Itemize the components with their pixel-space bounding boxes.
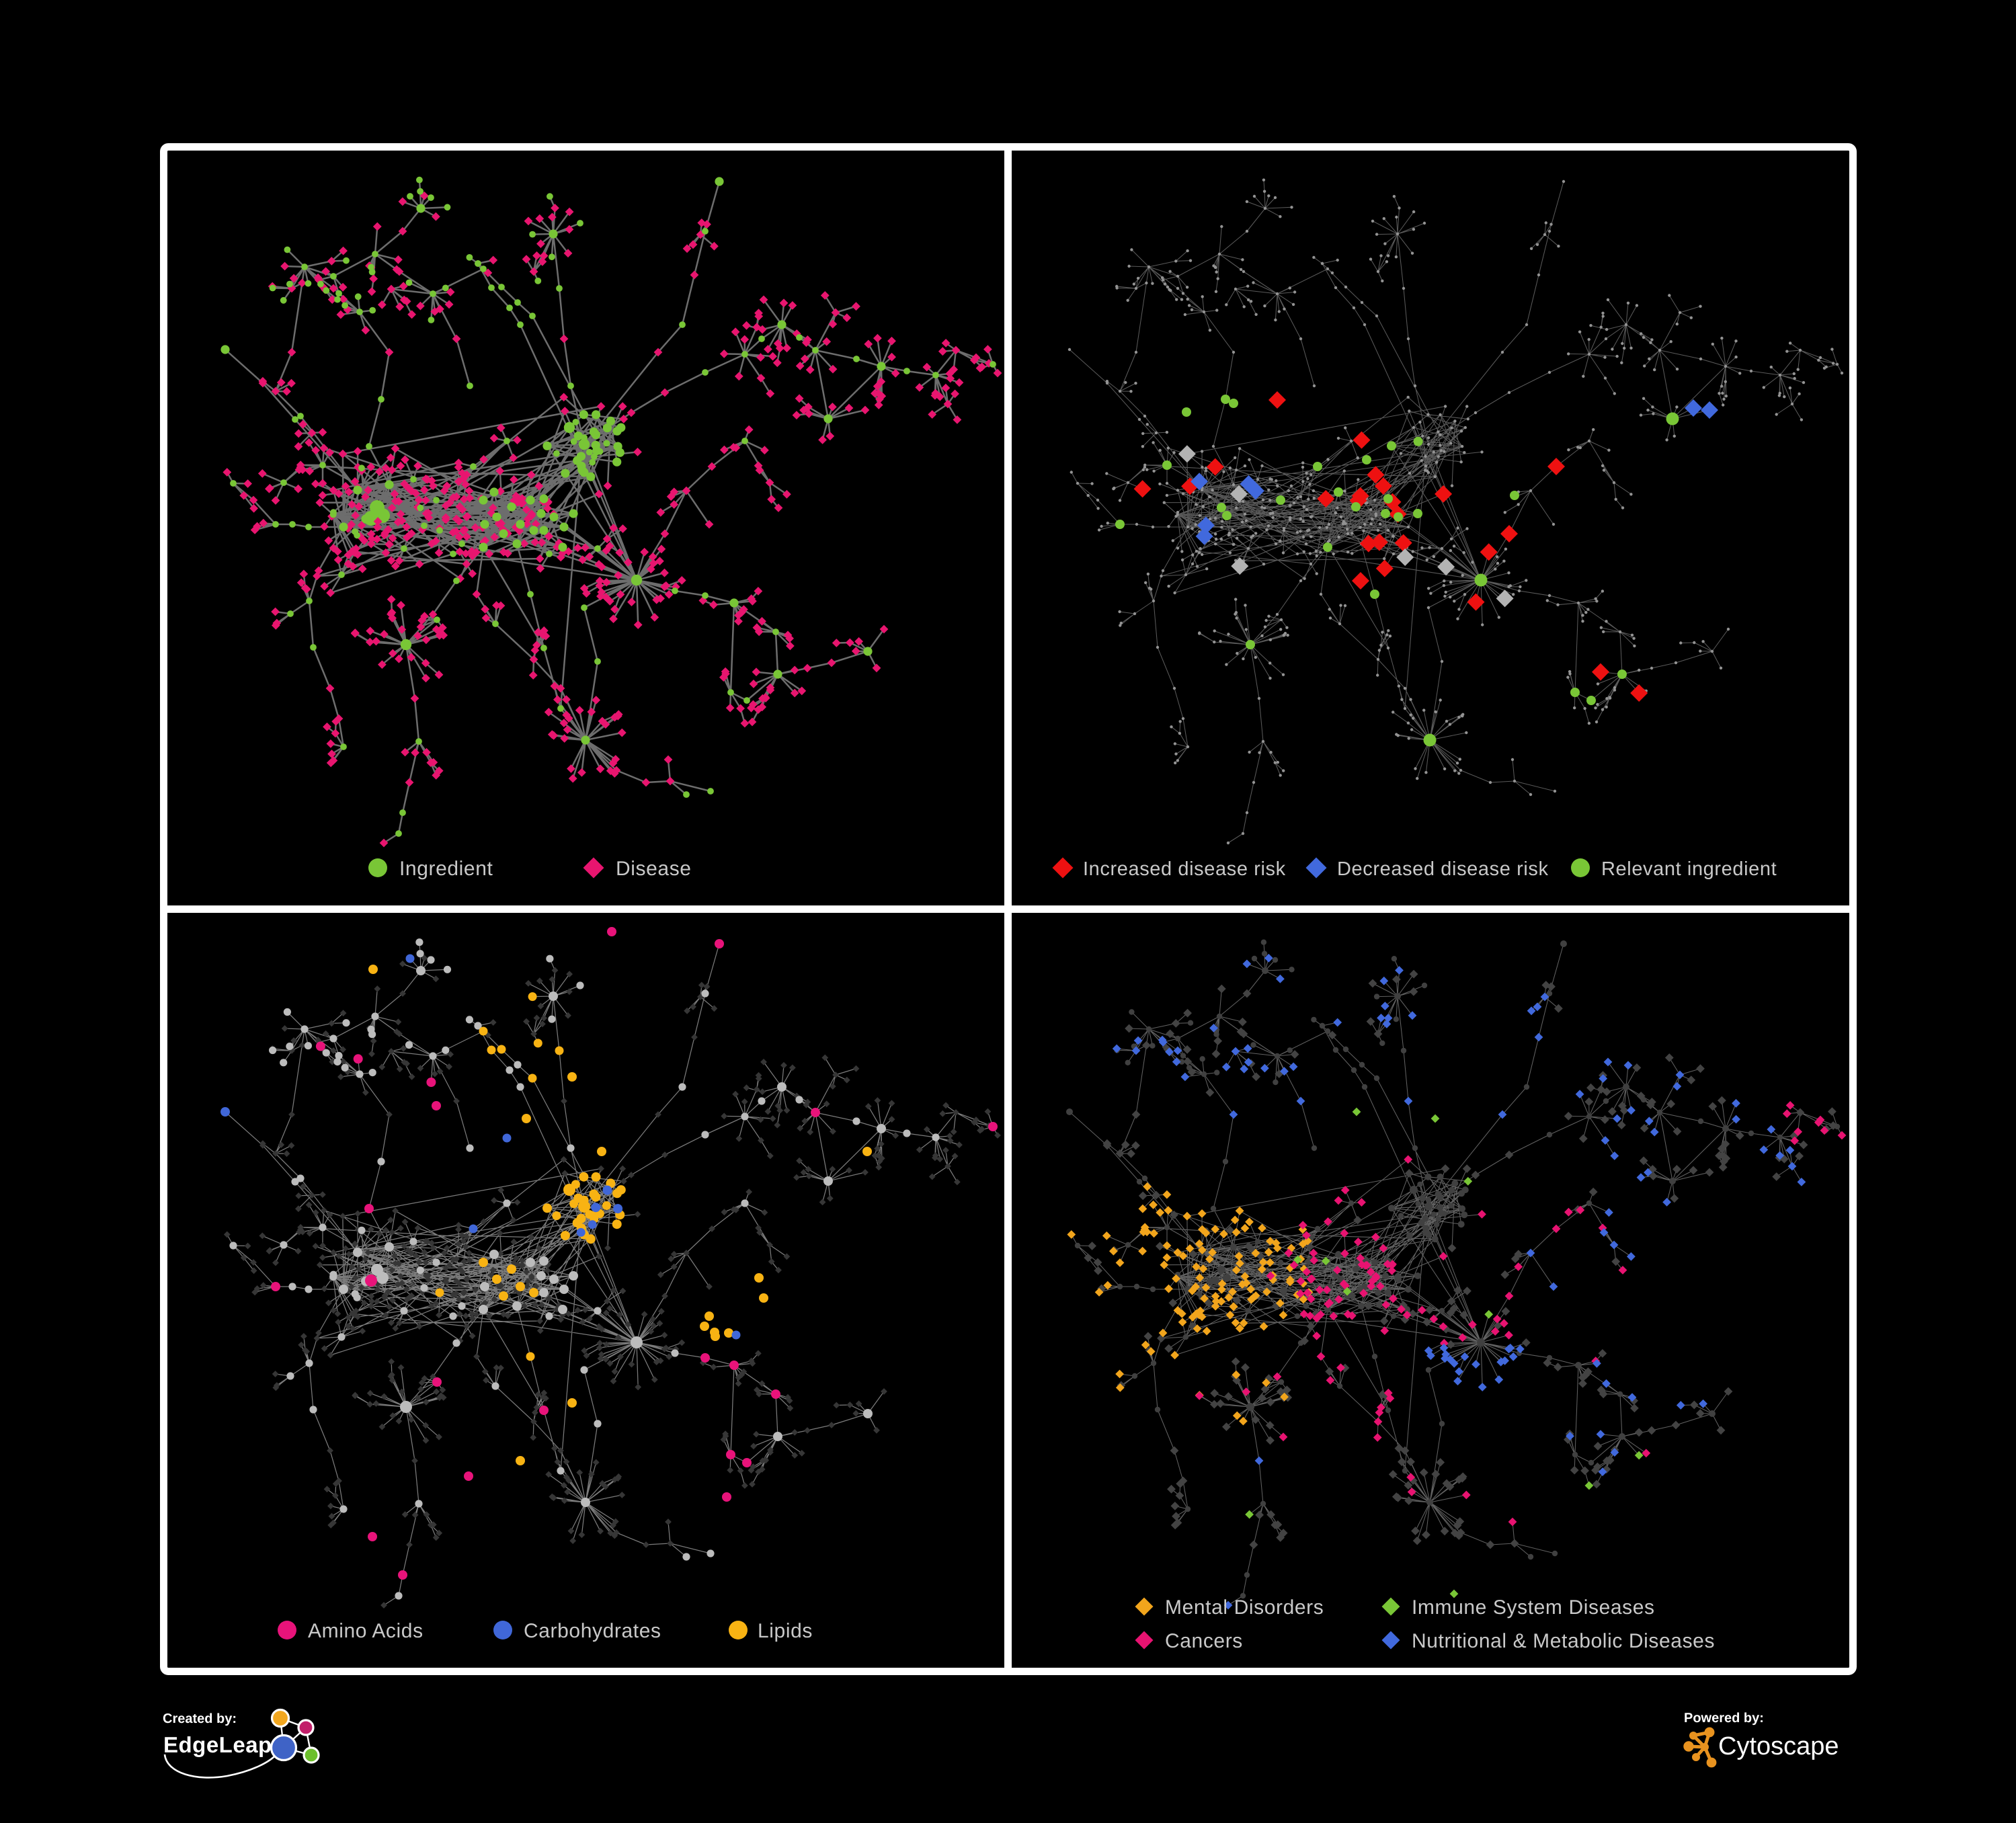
svg-text:Nutritional & Metabolic Diseas: Nutritional & Metabolic Diseases bbox=[1412, 1630, 1715, 1652]
svg-text:Immune System Diseases: Immune System Diseases bbox=[1412, 1596, 1655, 1619]
svg-text:Relevant ingredient: Relevant ingredient bbox=[1601, 858, 1777, 880]
svg-text:Amino Acids: Amino Acids bbox=[308, 1620, 424, 1642]
svg-text:Cytoscape: Cytoscape bbox=[1718, 1732, 1839, 1760]
svg-text:Disease: Disease bbox=[616, 858, 692, 880]
svg-text:Cancers: Cancers bbox=[1165, 1630, 1243, 1652]
svg-text:Increased disease risk: Increased disease risk bbox=[1083, 858, 1286, 880]
svg-text:Carbohydrates: Carbohydrates bbox=[524, 1620, 661, 1642]
svg-text:Mental Disorders: Mental Disorders bbox=[1165, 1596, 1324, 1619]
svg-text:Powered by:: Powered by: bbox=[1684, 1711, 1764, 1726]
svg-text:Lipids: Lipids bbox=[758, 1620, 813, 1642]
svg-text:Decreased disease risk: Decreased disease risk bbox=[1337, 858, 1549, 880]
svg-text:Ingredient: Ingredient bbox=[399, 858, 493, 880]
svg-text:EdgeLeap: EdgeLeap bbox=[163, 1732, 272, 1757]
svg-text:Created by:: Created by: bbox=[163, 1711, 237, 1726]
